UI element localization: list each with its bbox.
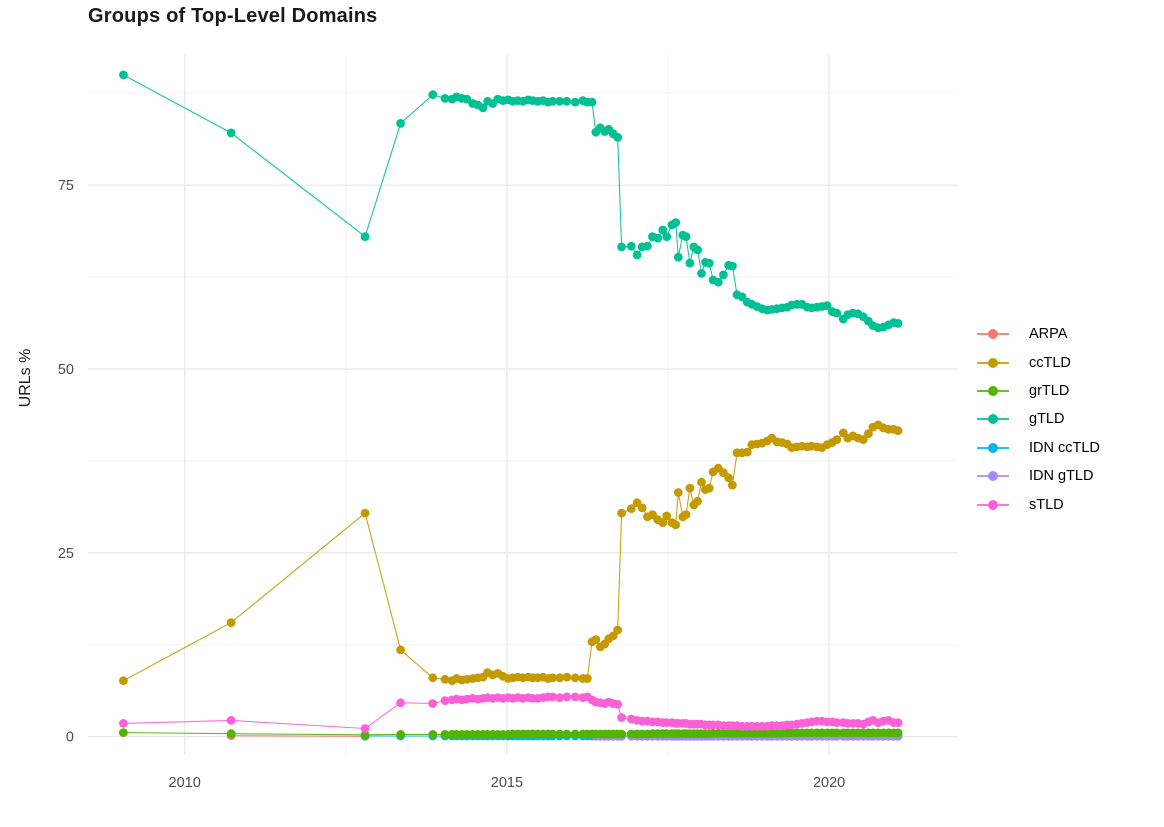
legend-item-grtld: grTLD [977, 377, 1100, 405]
legend-label-idn-cctld: IDN ccTLD [1029, 439, 1100, 456]
legend-swatch-arpa [977, 327, 1009, 341]
legend-item-cctld: ccTLD [977, 348, 1100, 376]
chart-title: Groups of Top-Level Domains [88, 5, 378, 27]
legend-swatch-stld [977, 498, 1009, 512]
legend-label-gtld: gTLD [1029, 411, 1065, 428]
x-tick-label: 2015 [491, 775, 523, 791]
series-points-stld [119, 692, 903, 733]
legend-item-idn-gtld: IDN gTLD [977, 462, 1100, 490]
legend-swatch-idn-cctld [977, 441, 1009, 455]
x-tick-label: 2020 [813, 775, 845, 791]
x-tick-label: 2010 [169, 775, 201, 791]
legend-label-idn-gtld: IDN gTLD [1029, 468, 1094, 485]
y-tick-label: 25 [58, 546, 74, 562]
legend-item-stld: sTLD [977, 490, 1100, 518]
legend-swatch-gtld [977, 412, 1009, 426]
series-points-gtld [119, 70, 903, 333]
y-tick-label: 50 [58, 362, 74, 378]
y-tick-label: 0 [66, 730, 74, 746]
legend-swatch-grtld [977, 384, 1009, 398]
series-line-gtld [123, 74, 899, 329]
y-tick-label: 75 [58, 178, 74, 194]
legend-item-gtld: gTLD [977, 405, 1100, 433]
grid-minor [88, 55, 958, 755]
legend-label-arpa: ARPA [1029, 326, 1068, 343]
legend-item-arpa: ARPA [977, 320, 1100, 348]
series-line-arpa [231, 735, 366, 737]
legend-label-cctld: ccTLD [1029, 354, 1071, 371]
legend-swatch-cctld [977, 356, 1009, 370]
legend-label-grtld: grTLD [1029, 382, 1070, 399]
grid-major [88, 55, 958, 755]
legend-swatch-idn-gtld [977, 469, 1009, 483]
legend-item-idn-cctld: IDN ccTLD [977, 434, 1100, 462]
legend-label-stld: sTLD [1029, 496, 1064, 513]
legend: ARPA ccTLD grTLD gTLD IDN ccTLD IDN gTLD sTLD [977, 320, 1100, 519]
series-points-cctld [119, 420, 903, 686]
series-points-grtld [119, 728, 903, 740]
